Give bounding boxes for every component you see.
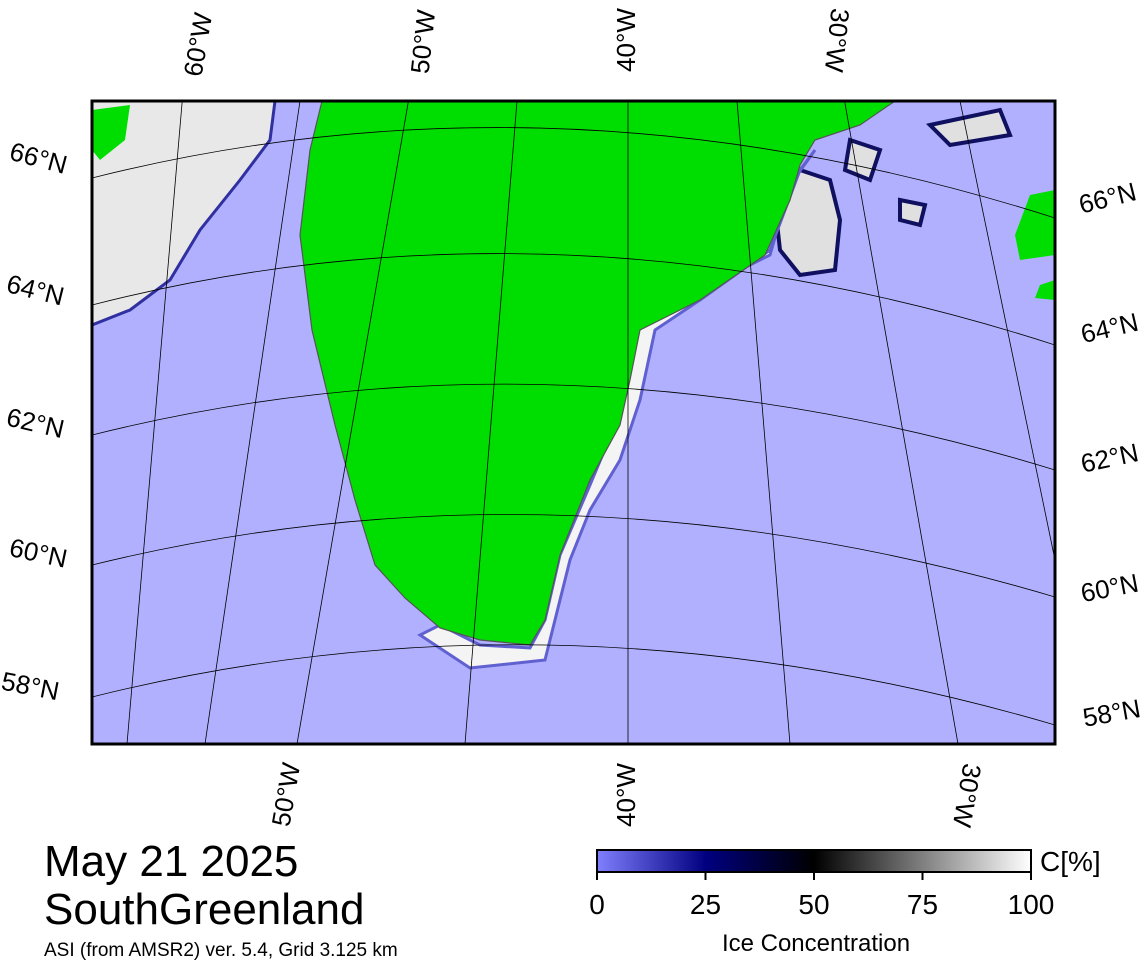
colorbar-tick-label: 25 [690, 889, 721, 920]
graticule-label: 30°W [947, 761, 988, 830]
graticule-label: 60°N [7, 532, 70, 573]
graticule-label: 64°N [1078, 307, 1141, 349]
land-baffin [92, 105, 130, 160]
graticule-label: 50°W [266, 760, 307, 829]
colorbar-unit: C[%] [1040, 846, 1101, 877]
graticule-label: 62°N [4, 402, 67, 444]
colorbar-label: Ice Concentration [722, 930, 910, 957]
greenland [299, 101, 897, 646]
sea-ice-west [92, 101, 277, 327]
region: SouthGreenland [44, 885, 364, 934]
source: ASI (from AMSR2) ver. 5.4, Grid 3.125 km [44, 940, 398, 961]
colorbar-tick-label: 0 [589, 889, 605, 920]
graticule-label: 64°N [4, 268, 68, 311]
map-frame [90, 99, 1057, 746]
colorbar-tick-label: 75 [907, 889, 938, 920]
graticule-label: 62°N [1078, 437, 1141, 478]
colorbar [596, 849, 1032, 873]
date: May 21 2025 [44, 837, 298, 886]
colorbar-tick-label: 50 [798, 889, 829, 920]
graticule [92, 101, 1055, 744]
colorbar-ticks: 0 25 50 75 100 [589, 872, 1054, 920]
colorbar-tick-label: 100 [1008, 889, 1055, 920]
graticule-label: 58°N [0, 666, 62, 707]
sea-ice-floes [842, 107, 1013, 228]
graticule-label: 30°W [819, 7, 856, 74]
graticule-label: 60°N [1078, 568, 1141, 609]
graticule-label: 66°N [7, 136, 71, 180]
map-area [92, 101, 1055, 744]
graticule-label: 40°W [611, 763, 641, 827]
graticule-label: 40°W [611, 8, 641, 72]
graticule-label: 50°W [405, 8, 442, 75]
graticule-label: 66°N [1076, 176, 1140, 219]
graticule-label: 58°N [1080, 693, 1142, 733]
land-iceland [1015, 190, 1055, 300]
graticule-label: 60°W [178, 10, 219, 79]
